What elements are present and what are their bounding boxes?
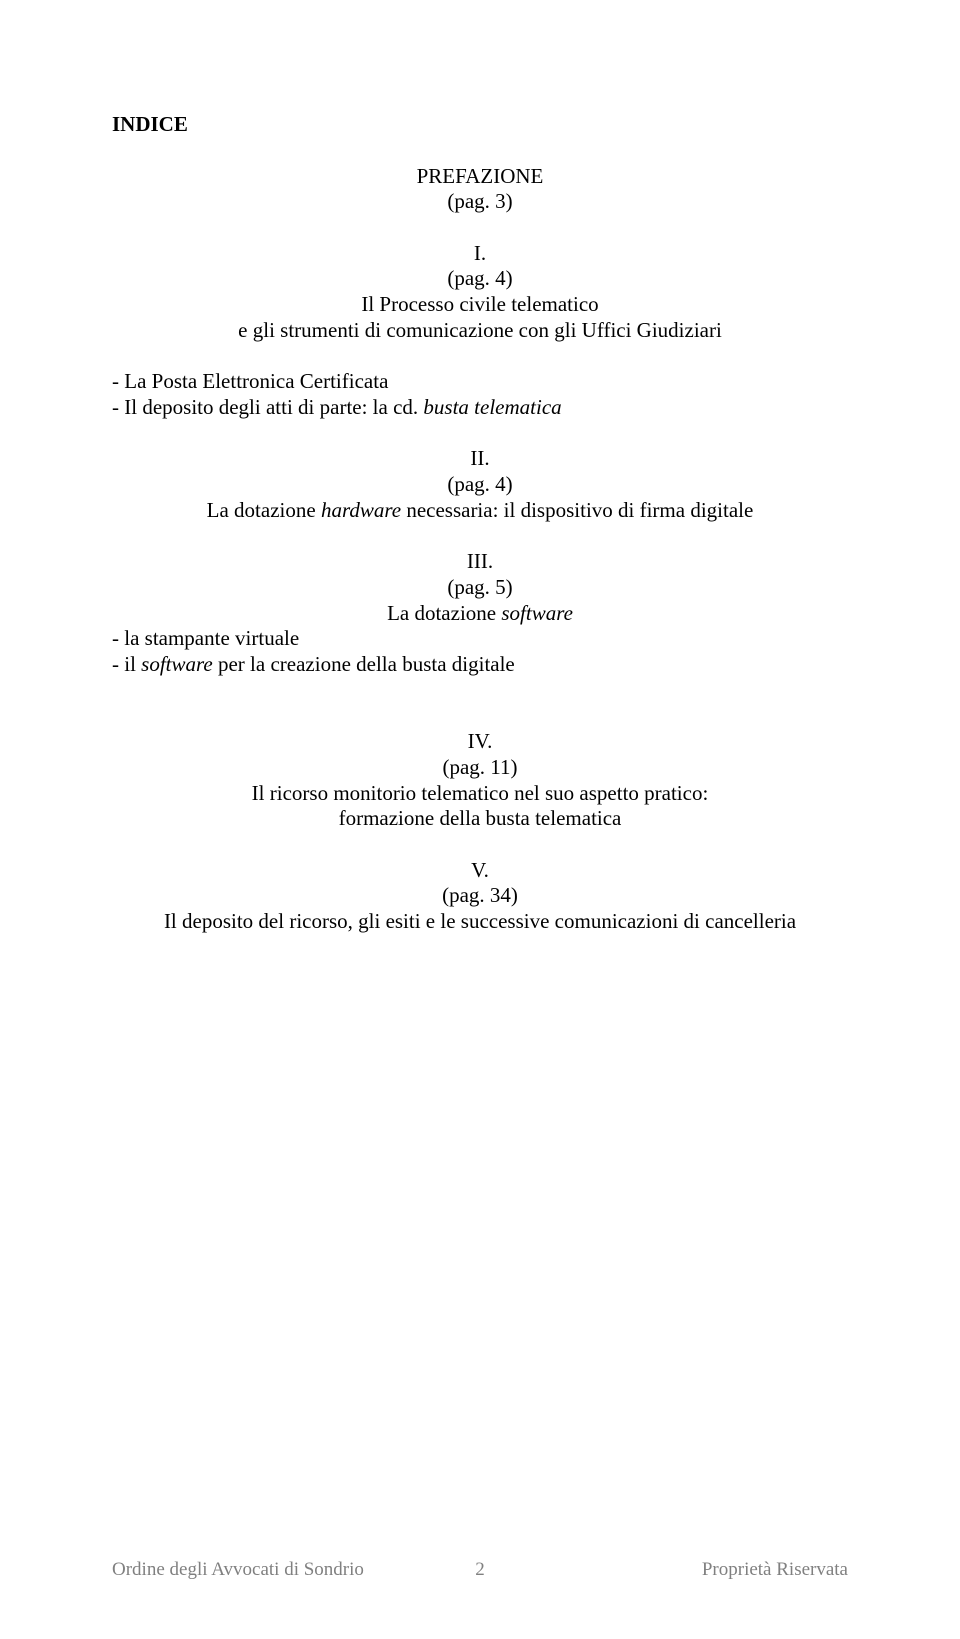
section-3-numeral: III. [112, 549, 848, 575]
prefazione-label: PREFAZIONE [112, 164, 848, 190]
page-footer: Ordine degli Avvocati di Sondrio 2 Propr… [112, 1558, 848, 1581]
section-3-sub-1: - la stampante virtuale [112, 626, 848, 652]
section-1-sub-2-italic: busta telematica [423, 395, 561, 419]
section-1: I. (pag. 4) Il Processo civile telematic… [112, 241, 848, 343]
section-1-pag: (pag. 4) [112, 266, 848, 292]
section-1-subs: - La Posta Elettronica Certificata - Il … [112, 369, 848, 420]
section-1-sub-2: - Il deposito degli atti di parte: la cd… [112, 395, 848, 421]
page-title: INDICE [112, 112, 848, 138]
section-2-numeral: II. [112, 446, 848, 472]
section-5-heading: Il deposito del ricorso, gli esiti e le … [112, 909, 848, 935]
section-3-heading-pre: La dotazione [387, 601, 501, 625]
section-5-pag: (pag. 34) [112, 883, 848, 909]
section-1-numeral: I. [112, 241, 848, 267]
section-4-numeral: IV. [112, 729, 848, 755]
section-5-numeral: V. [112, 858, 848, 884]
section-1-heading-2: e gli strumenti di comunicazione con gli… [112, 318, 848, 344]
prefazione-block: PREFAZIONE (pag. 3) [112, 164, 848, 215]
footer-page-number: 2 [112, 1558, 848, 1581]
section-4-heading-1: Il ricorso monitorio telematico nel suo … [112, 781, 848, 807]
section-5: V. (pag. 34) Il deposito del ricorso, gl… [112, 858, 848, 935]
section-1-sub-2-pre: - Il deposito degli atti di parte: la cd… [112, 395, 423, 419]
section-4-heading-2: formazione della busta telematica [112, 806, 848, 832]
section-3-pag: (pag. 5) [112, 575, 848, 601]
prefazione-pag: (pag. 3) [112, 189, 848, 215]
section-3-subs: - la stampante virtuale - il software pe… [112, 626, 848, 677]
section-2-heading: La dotazione hardware necessaria: il dis… [112, 498, 848, 524]
section-2-pag: (pag. 4) [112, 472, 848, 498]
section-3-heading: La dotazione software [112, 601, 848, 627]
section-3-sub-2-post: per la creazione della busta digitale [213, 652, 515, 676]
section-1-heading-1: Il Processo civile telematico [112, 292, 848, 318]
section-3: III. (pag. 5) La dotazione software [112, 549, 848, 626]
section-3-sub-2: - il software per la creazione della bus… [112, 652, 848, 678]
section-3-heading-italic: software [501, 601, 573, 625]
document-page: INDICE PREFAZIONE (pag. 3) I. (pag. 4) I… [0, 0, 960, 1639]
section-2-heading-italic: hardware [321, 498, 401, 522]
section-3-sub-2-italic: software [141, 652, 213, 676]
section-2-heading-pre: La dotazione [207, 498, 321, 522]
section-4-pag: (pag. 11) [112, 755, 848, 781]
section-3-sub-2-pre: - il [112, 652, 141, 676]
section-2-heading-post: necessaria: il dispositivo di firma digi… [401, 498, 753, 522]
section-1-sub-1: - La Posta Elettronica Certificata [112, 369, 848, 395]
section-4: IV. (pag. 11) Il ricorso monitorio telem… [112, 729, 848, 831]
section-2: II. (pag. 4) La dotazione hardware neces… [112, 446, 848, 523]
